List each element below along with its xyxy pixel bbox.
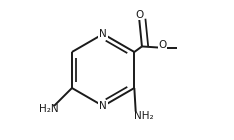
Text: H₂N: H₂N bbox=[39, 104, 58, 114]
Text: O: O bbox=[159, 40, 167, 50]
Text: N: N bbox=[99, 29, 107, 39]
Text: NH₂: NH₂ bbox=[134, 111, 154, 121]
Text: N: N bbox=[99, 101, 107, 111]
Text: O: O bbox=[135, 10, 143, 20]
